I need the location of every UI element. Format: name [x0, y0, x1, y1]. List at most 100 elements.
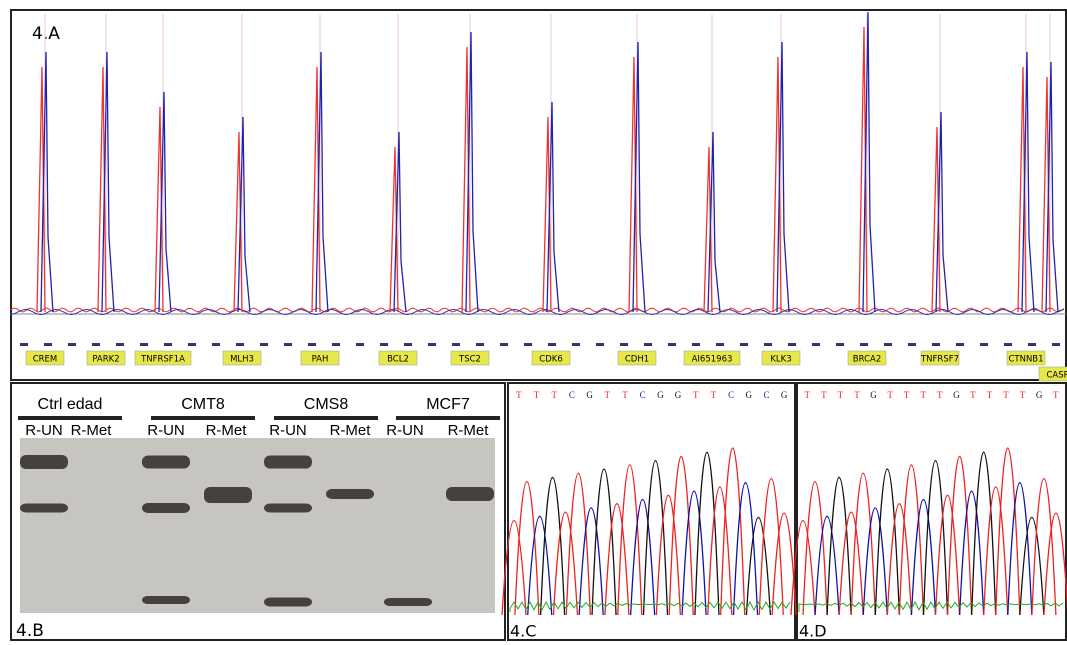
base-letter: T — [516, 390, 522, 400]
peak-blue — [632, 41, 646, 313]
peak-blue — [776, 41, 790, 313]
gene-box — [222, 350, 262, 366]
trace-peak — [1031, 477, 1057, 616]
gene-label: CASR — [1046, 371, 1067, 381]
trace-peak — [995, 447, 1021, 616]
peak-blue — [465, 31, 479, 313]
peak-red — [931, 126, 941, 313]
gene-box — [920, 350, 960, 366]
tick — [500, 343, 508, 346]
peak-blue — [1021, 51, 1035, 313]
base-letter: T — [887, 390, 893, 400]
tick — [260, 343, 268, 346]
gene-label: CREM — [33, 355, 58, 365]
trace-peak — [838, 511, 864, 616]
trace-peak — [802, 481, 828, 616]
peak-red — [97, 66, 107, 313]
trace-peak — [745, 517, 772, 616]
trace-peak — [565, 472, 591, 616]
lane-label: R-UN — [269, 422, 307, 439]
gene-label: MLH3 — [230, 355, 254, 365]
group-bar — [151, 416, 255, 420]
trace-peak — [617, 464, 643, 616]
gene-box — [86, 350, 126, 366]
base-letter: T — [605, 390, 611, 400]
gene-box — [300, 350, 340, 366]
base-letter: T — [970, 390, 976, 400]
group-label: CMT8 — [181, 396, 225, 413]
band — [20, 503, 68, 513]
tick — [860, 343, 868, 346]
band — [264, 597, 312, 607]
band — [384, 598, 432, 606]
gene-label: TSC2 — [458, 355, 481, 365]
tick — [164, 343, 172, 346]
lane-label: R-Met — [206, 422, 248, 439]
base-letter: T — [1053, 390, 1059, 400]
gene-box — [378, 350, 418, 366]
base-letter: T — [920, 390, 926, 400]
trace-peak — [910, 498, 937, 616]
electropherogram — [10, 11, 1065, 316]
trace-peak — [934, 494, 961, 616]
trace-peak — [850, 472, 876, 616]
group-bar — [274, 416, 378, 420]
base-letter: T — [838, 390, 844, 400]
base-letter: G — [781, 390, 788, 400]
peak-red — [772, 56, 782, 313]
group-bar — [396, 416, 500, 420]
gene-label: BCL2 — [387, 355, 409, 365]
base-letter: T — [987, 390, 993, 400]
base-letter: G — [675, 390, 682, 400]
base-letter: T — [534, 390, 540, 400]
gel — [20, 438, 495, 613]
trace-peak — [501, 520, 527, 616]
tick — [572, 343, 580, 346]
peak-blue — [315, 51, 329, 313]
panel-label: 4.C — [510, 622, 536, 641]
tick — [788, 343, 796, 346]
base-letter: T — [805, 390, 811, 400]
base-letter: T — [551, 390, 557, 400]
peak-red — [233, 131, 243, 313]
tick — [740, 343, 748, 346]
tick — [716, 343, 724, 346]
base-letter: T — [622, 390, 628, 400]
peak-red — [1017, 66, 1027, 313]
trace-peak — [771, 512, 797, 616]
lane-label: R-Met — [71, 422, 113, 439]
gene-box — [25, 350, 65, 366]
gene-label: CTNNB1 — [1008, 355, 1043, 365]
trace-peak — [1043, 512, 1067, 616]
gene-box — [683, 350, 741, 366]
tick — [524, 343, 532, 346]
tick — [668, 343, 676, 346]
gene-label: CDK6 — [539, 355, 562, 365]
panel-label: 4.D — [799, 622, 827, 641]
gene-box — [1006, 350, 1046, 366]
band — [142, 503, 190, 513]
gene-label: BRCA2 — [853, 355, 881, 365]
peak-blue — [40, 51, 54, 313]
base-letter: C — [569, 390, 575, 400]
base-letter: T — [693, 390, 699, 400]
tick — [452, 343, 460, 346]
lane-label: R-UN — [147, 422, 185, 439]
tick — [836, 343, 844, 346]
gene-box — [450, 350, 490, 366]
tick — [884, 343, 892, 346]
gene-box — [847, 350, 887, 366]
tick — [212, 343, 220, 346]
panel-label: 4.B — [16, 621, 44, 641]
trace-peak — [707, 486, 733, 616]
base-letter: T — [1003, 390, 1009, 400]
trace-peak — [681, 490, 707, 616]
peak-red — [1041, 76, 1051, 313]
trace-peak — [642, 460, 669, 616]
trace-peak — [814, 515, 840, 616]
base-letter: G — [657, 390, 664, 400]
base-letter: G — [746, 390, 753, 400]
tick — [596, 343, 604, 346]
trace-peak — [514, 481, 540, 616]
tick — [428, 343, 436, 346]
